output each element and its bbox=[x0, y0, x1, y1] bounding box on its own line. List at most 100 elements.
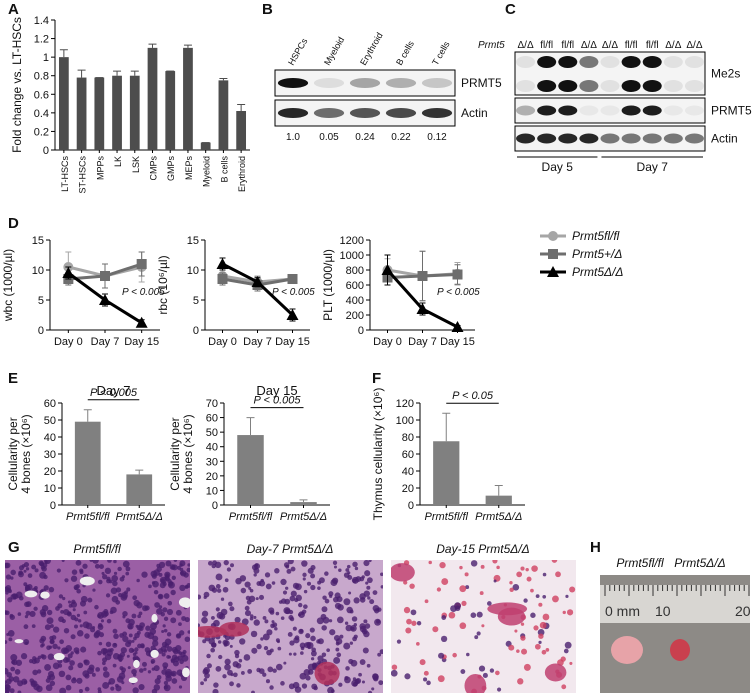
cell bbox=[70, 634, 76, 640]
cell bbox=[269, 648, 274, 653]
cell bbox=[158, 561, 166, 569]
cell bbox=[523, 663, 531, 671]
cell bbox=[321, 652, 327, 658]
cell bbox=[145, 625, 151, 631]
cell bbox=[70, 575, 78, 582]
cell bbox=[75, 560, 82, 566]
cell bbox=[333, 656, 341, 664]
cell bbox=[118, 593, 123, 598]
cell bbox=[239, 638, 246, 645]
cell bbox=[72, 608, 76, 612]
band bbox=[579, 133, 599, 144]
cell bbox=[322, 595, 327, 600]
cell bbox=[94, 563, 100, 569]
cell bbox=[441, 615, 447, 620]
cell bbox=[516, 649, 520, 653]
bar bbox=[94, 77, 105, 150]
cell bbox=[126, 587, 131, 592]
gross-label: Prmt5fl/fl bbox=[616, 556, 664, 570]
cell bbox=[153, 589, 159, 595]
space bbox=[128, 677, 138, 684]
y-tick-label: 1.2 bbox=[34, 34, 49, 46]
cell bbox=[265, 583, 272, 590]
bar bbox=[218, 80, 229, 150]
vessel bbox=[544, 663, 567, 682]
cell bbox=[110, 587, 118, 595]
cell bbox=[565, 594, 569, 598]
y-tick-label: 20 bbox=[44, 466, 56, 478]
cell bbox=[551, 560, 558, 563]
cell bbox=[48, 674, 56, 681]
cell bbox=[234, 653, 240, 659]
cell bbox=[67, 653, 73, 659]
cell bbox=[77, 619, 82, 623]
cell bbox=[303, 604, 308, 609]
marker bbox=[286, 309, 299, 320]
vessel bbox=[219, 621, 250, 637]
tissue-sample bbox=[611, 636, 643, 664]
gene-label: Prmt5 bbox=[478, 40, 505, 51]
cell bbox=[52, 626, 60, 633]
cell bbox=[363, 630, 370, 638]
x-tick-label: B cells bbox=[219, 156, 229, 183]
cell bbox=[376, 608, 380, 612]
cell bbox=[217, 640, 222, 644]
cell bbox=[541, 649, 547, 655]
cell bbox=[152, 580, 159, 588]
cell bbox=[346, 564, 351, 569]
cell bbox=[29, 610, 36, 617]
cell bbox=[376, 619, 381, 624]
band bbox=[516, 80, 536, 92]
cell bbox=[48, 645, 53, 649]
y-tick-label: 1000 bbox=[340, 250, 364, 262]
cell bbox=[539, 621, 547, 629]
cell bbox=[542, 594, 547, 599]
cell bbox=[406, 618, 412, 625]
cell bbox=[115, 587, 122, 593]
cell bbox=[161, 669, 167, 675]
cell bbox=[258, 594, 265, 600]
panel-label: H bbox=[590, 539, 601, 556]
cell bbox=[153, 665, 160, 672]
cell bbox=[79, 568, 84, 573]
x-tick-label: Prmt5fl/fl bbox=[66, 511, 110, 523]
cell bbox=[364, 570, 371, 577]
cell bbox=[405, 627, 412, 634]
cell bbox=[347, 571, 351, 575]
cell bbox=[241, 618, 249, 626]
cell bbox=[111, 574, 119, 582]
cell bbox=[310, 650, 317, 657]
cell bbox=[171, 564, 178, 571]
cell bbox=[253, 567, 260, 574]
y-axis-label: wbc (1000/µl) bbox=[1, 249, 15, 322]
cell bbox=[358, 672, 362, 677]
y-tick-label: 5 bbox=[38, 295, 44, 307]
cell bbox=[162, 662, 169, 669]
cell bbox=[317, 586, 321, 590]
y-axis-label: rbc (10⁶/µl) bbox=[156, 255, 170, 314]
cell bbox=[163, 666, 168, 671]
cell bbox=[509, 587, 514, 593]
cell bbox=[6, 671, 12, 678]
lane-label: Erythroid bbox=[358, 31, 385, 67]
band bbox=[537, 133, 557, 144]
cell bbox=[102, 682, 110, 689]
cell bbox=[198, 594, 202, 600]
cell bbox=[62, 596, 66, 601]
cell bbox=[318, 577, 325, 584]
cell bbox=[348, 591, 352, 595]
cell bbox=[165, 576, 171, 582]
y-tick-label: 800 bbox=[346, 265, 364, 277]
cell bbox=[179, 563, 183, 567]
cell bbox=[5, 562, 11, 569]
cell bbox=[25, 567, 30, 571]
cell bbox=[138, 611, 143, 616]
cell bbox=[50, 624, 54, 628]
x-tick-label: Prmt5fl/fl bbox=[425, 511, 469, 523]
cell bbox=[102, 657, 108, 663]
vessel bbox=[314, 661, 340, 685]
cell bbox=[224, 658, 231, 665]
cell bbox=[288, 683, 295, 690]
cell bbox=[293, 637, 300, 644]
day-label: Day 5 bbox=[542, 160, 574, 174]
